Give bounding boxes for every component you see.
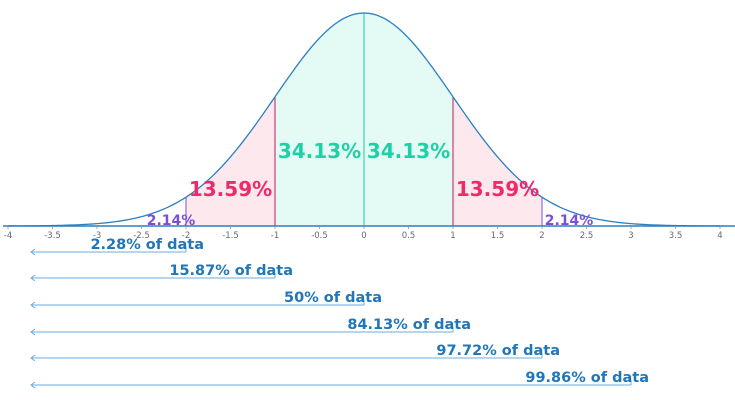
region-fill-1 <box>275 13 364 226</box>
cumulative-label: 84.13% of data <box>347 317 471 333</box>
curve-layer <box>7 12 721 227</box>
region-label-3: 13.59% <box>456 177 539 201</box>
cumulative-arrow-head <box>30 354 36 362</box>
x-tick-label: -2 <box>182 231 190 241</box>
x-tick-label: 0.5 <box>402 231 416 241</box>
tail-label-0: 2.14% <box>147 213 196 229</box>
cumulative-arrow-head <box>30 274 36 282</box>
cumulative-label: 99.86% of data <box>525 370 649 386</box>
normal-curve-line <box>7 12 721 227</box>
cumulative-arrow-head <box>30 248 36 256</box>
cumulative-arrow-head <box>30 381 36 389</box>
cumulative-label: 15.87% of data <box>169 263 293 279</box>
x-tick-label: 1.5 <box>491 231 505 241</box>
region-label-0: 13.59% <box>189 177 272 201</box>
cumulative-label: 97.72% of data <box>436 343 560 359</box>
region-label-1: 34.13% <box>278 139 361 163</box>
tail-label-1: 2.14% <box>545 213 594 229</box>
cumulative-arrow-head <box>30 301 36 309</box>
x-tick-label: -2.5 <box>133 231 150 241</box>
x-tick-label: 3 <box>628 231 633 241</box>
x-tick-label: 2 <box>539 231 544 241</box>
x-tick-label: -0.5 <box>311 231 328 241</box>
x-tick-label: -3.5 <box>44 231 61 241</box>
x-tick-label: -3 <box>93 231 101 241</box>
cumulative-arrow-head <box>30 328 36 336</box>
x-tick-label: -1 <box>271 231 279 241</box>
cumulative-label: 2.28% of data <box>90 237 204 253</box>
x-tick-label: 3.5 <box>669 231 683 241</box>
cumulative-label: 50% of data <box>284 290 382 306</box>
x-tick-label: -1.5 <box>222 231 239 241</box>
cumulative-arrows: 2.28% of data 15.87% of data 50% of data 84… <box>30 237 649 389</box>
x-tick-label: 0 <box>361 231 366 241</box>
x-tick-label: 1 <box>450 231 455 241</box>
region-label-2: 34.13% <box>367 139 450 163</box>
x-tick-label: -4 <box>4 231 12 241</box>
x-tick-label: 4 <box>717 231 722 241</box>
region-fill-2 <box>364 13 453 226</box>
region-labels: 13.59%34.13% 34.13%13.59%2.14% 2.14% <box>147 139 594 229</box>
x-tick-label: 2.5 <box>580 231 594 241</box>
x-axis: -4 -3.5 -3 -2.5 -2 -1.5 -1 -0.5 0 0.5 1 1.5 2 2.5 3 3.5… <box>3 225 735 241</box>
